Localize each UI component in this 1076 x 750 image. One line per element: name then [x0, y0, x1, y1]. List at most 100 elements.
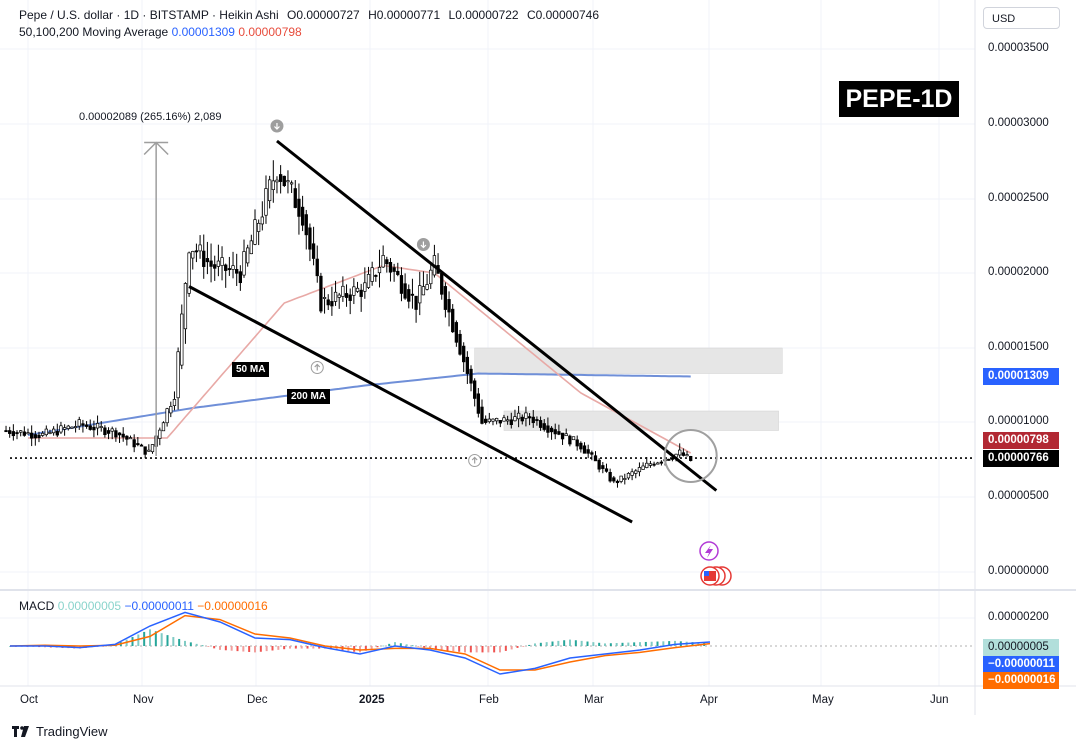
- macd-histogram-bar: [528, 644, 531, 646]
- chart-annotations: [10, 119, 975, 586]
- macd-histogram-bar: [469, 646, 472, 653]
- candle-body: [322, 297, 327, 299]
- candle-body: [571, 436, 576, 441]
- macd-histogram-bar: [446, 646, 449, 651]
- macd-histogram-bar: [639, 642, 641, 646]
- macd-histogram-bar: [668, 641, 671, 646]
- macd-histogram-bar: [219, 646, 221, 650]
- macd-histogram-bar: [522, 646, 525, 647]
- macd-histogram-bar: [329, 646, 332, 650]
- candle-body: [198, 244, 202, 252]
- macd-histogram-bar: [300, 646, 303, 649]
- ma-value-red: 0.00000798: [238, 25, 302, 39]
- candle-body: [66, 425, 70, 429]
- candle-body: [388, 262, 393, 273]
- ma-title: 50,100,200 Moving Average: [19, 25, 169, 39]
- candle-body: [278, 174, 283, 182]
- candle-body: [117, 432, 122, 436]
- resistance-zone: [474, 347, 783, 374]
- tradingview-brand[interactable]: TradingView: [12, 724, 108, 739]
- macd-histogram-bar: [294, 646, 297, 649]
- candle-body: [564, 433, 568, 437]
- macd-histogram-bar: [166, 635, 169, 646]
- trendlines: [188, 139, 718, 524]
- candle-body: [216, 260, 221, 267]
- candle-body: [487, 418, 491, 423]
- macd-histogram-bar: [230, 646, 233, 651]
- macd-legend[interactable]: MACD 0.00000005 −0.00000011 −0.00000016: [19, 599, 268, 613]
- candle-body: [205, 258, 210, 263]
- candle-body: [161, 422, 166, 432]
- candle-body: [242, 251, 246, 276]
- candle-body: [641, 465, 645, 470]
- macd-histogram-bar: [411, 645, 414, 647]
- price-axis-label: 0.00003000: [988, 117, 1049, 129]
- currency-button[interactable]: USD: [983, 7, 1060, 29]
- high-label: H: [368, 8, 377, 22]
- ma-legend[interactable]: 50,100,200 Moving Average 0.00001309 0.0…: [19, 25, 302, 39]
- candle-body: [62, 427, 67, 430]
- macd-pane: [9, 611, 975, 675]
- macd-histogram-bar: [259, 646, 262, 652]
- macd-histogram-bar: [627, 642, 630, 646]
- high-value: 0.00000771: [376, 8, 441, 22]
- candle-body: [143, 446, 147, 455]
- candle-body: [407, 289, 411, 302]
- candle-body: [451, 308, 455, 333]
- macd-line: [10, 611, 711, 675]
- candle-body: [348, 294, 352, 301]
- candle-body: [194, 250, 199, 253]
- candle-body: [377, 267, 382, 274]
- candle-body: [59, 425, 63, 433]
- candle-body: [257, 222, 261, 232]
- macd-histogram-bar: [242, 646, 245, 652]
- candle-body: [209, 260, 213, 267]
- candle-body: [326, 299, 330, 306]
- candle-body: [227, 268, 232, 271]
- candle-body: [604, 468, 609, 472]
- candle-body: [491, 418, 495, 422]
- macd-histogram-bar: [189, 642, 192, 646]
- macd-histogram-bar: [481, 646, 484, 653]
- price-axis-label: 0.00001500: [988, 341, 1049, 353]
- candle-body: [524, 412, 528, 419]
- candle-body: [172, 399, 177, 406]
- candle-body: [527, 416, 532, 419]
- candle-body: [319, 275, 323, 312]
- candle-body: [579, 442, 583, 450]
- candle-body: [443, 286, 448, 310]
- candle-body: [421, 286, 426, 296]
- macd-histogram-bar: [224, 646, 227, 651]
- macd-histogram-bar: [394, 642, 396, 646]
- candle-body: [88, 425, 92, 430]
- macd-signal-tag: −0.00000016: [983, 672, 1059, 689]
- candle-body: [553, 429, 557, 435]
- macd-histogram-bar: [574, 640, 577, 646]
- lightning-bolt-icon: [705, 545, 713, 558]
- candle-body: [619, 475, 623, 482]
- candle-body: [546, 425, 550, 433]
- candle-body: [136, 443, 140, 446]
- time-axis-label: May: [812, 694, 834, 706]
- macd-title: MACD: [19, 599, 55, 613]
- candle-body: [30, 432, 34, 439]
- candle-body: [224, 264, 228, 271]
- symbol-legend[interactable]: Pepe / U.S. dollar · 1D · BITSTAMP · Hei…: [19, 8, 599, 22]
- open-value: 0.00000727: [296, 8, 360, 22]
- candle-body: [582, 445, 587, 454]
- candle-body: [297, 198, 301, 217]
- macd-histogram-bar: [510, 646, 513, 650]
- candle-body: [110, 428, 114, 432]
- candle-body: [513, 416, 517, 422]
- macd-hist-tag: 0.00000005: [983, 639, 1059, 656]
- time-axis-label: Mar: [584, 694, 604, 706]
- macd-histogram-bar: [423, 646, 426, 648]
- macd-histogram-bar: [364, 646, 367, 651]
- macd-histogram-bar: [370, 646, 373, 649]
- macd-histogram-bar: [434, 646, 437, 650]
- macd-histogram-bar: [592, 642, 595, 646]
- candle-body: [465, 356, 470, 374]
- candle-body: [535, 419, 539, 422]
- candle-body: [612, 477, 616, 482]
